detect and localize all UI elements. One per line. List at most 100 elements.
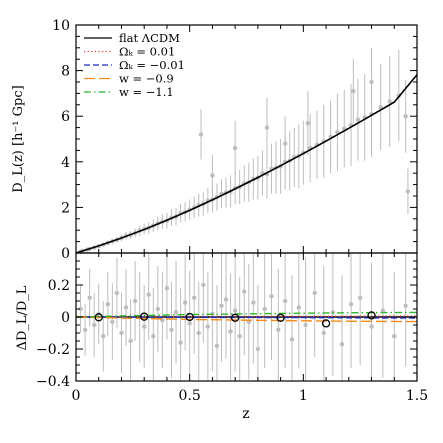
residual-point (201, 282, 206, 288)
residual-point (128, 338, 133, 344)
residual-point (87, 295, 92, 300)
residual-point (262, 306, 267, 312)
residual-point (237, 334, 242, 339)
residual-point (392, 334, 397, 339)
distance-outlier (351, 88, 356, 94)
residual-point (142, 324, 147, 329)
binned-marker (230, 313, 240, 322)
residual-point (369, 324, 374, 329)
x-tick-label: 1 (299, 388, 308, 404)
legend-label: w = −1.1 (119, 85, 174, 99)
y-tick-label: 4 (61, 155, 70, 171)
y-tick-label: 2 (61, 200, 70, 216)
residual-point (330, 310, 336, 315)
x-tick-label: 1.5 (406, 388, 428, 404)
distance-outlier-points (198, 47, 408, 196)
residual-point (169, 327, 174, 332)
binned-marker (276, 313, 285, 322)
y-tick-label: 0 (61, 310, 70, 326)
legend-label: flat ΛCDM (119, 31, 180, 45)
residual-point (228, 329, 233, 334)
x-tick-labels: 0 0.5 1 1.5 (72, 388, 429, 404)
residual-point (132, 298, 138, 304)
distance-y-tick-labels: 0 2 4 6 8 10 (52, 18, 70, 262)
binned-marker (140, 312, 149, 321)
residual-point (219, 303, 224, 308)
distance-point (405, 189, 411, 194)
distance-outlier (282, 141, 288, 146)
residual-point (178, 340, 183, 345)
residual-point (232, 308, 238, 313)
y-tick-label: −0.2 (36, 342, 70, 358)
residual-point (182, 300, 188, 305)
residual-point (214, 343, 220, 348)
residual-point (282, 298, 288, 304)
residual-point (339, 342, 345, 347)
distance-point (378, 104, 383, 110)
residual-point (155, 306, 161, 312)
flat-lcdm-curve (75, 74, 418, 254)
residual-point (114, 290, 120, 296)
residual-point (91, 322, 97, 328)
residual-point (146, 292, 151, 297)
distance-point (387, 99, 392, 104)
residual-y-tick-labels: −0.4 −0.2 0 0.2 (36, 278, 70, 390)
residual-point (164, 286, 170, 291)
residual-point (105, 302, 111, 307)
residual-point (223, 297, 229, 302)
distance-outlier (210, 173, 215, 178)
residual-point (196, 330, 201, 336)
x-tick-label: 0.5 (179, 388, 201, 404)
residual-point (348, 302, 354, 307)
legend-label: Ωₖ = 0.01 (119, 45, 175, 59)
residual-y-axis-label: ΔD_L/D_L (15, 285, 30, 350)
distance-outlier (305, 120, 311, 126)
binned-marker (185, 312, 194, 322)
residual-point (205, 324, 211, 329)
residual-model-curve (75, 311, 418, 318)
residual-point (123, 305, 129, 310)
residual-point (289, 337, 295, 342)
residual-point (403, 303, 408, 308)
y-tick-label: 0.2 (48, 278, 70, 294)
residual-point (321, 330, 326, 336)
distance-panel-ticks (76, 25, 417, 253)
residual-point (119, 330, 124, 336)
y-tick-label: 0 (61, 246, 70, 262)
residual-point (173, 310, 179, 315)
residual-point (151, 334, 156, 339)
distance-point (355, 117, 361, 122)
residual-point (276, 327, 281, 332)
residual-point (82, 327, 88, 332)
residual-point (296, 305, 301, 310)
y-tick-label: 8 (61, 64, 70, 80)
y-tick-label: −0.4 (36, 374, 70, 390)
residual-point (187, 321, 192, 326)
residual-point (380, 308, 386, 313)
distance-outlier (232, 145, 238, 151)
residual-panel: −0.4 −0.2 0 0.2 0 0.5 1 1.5 ΔD_L/D_L z (15, 252, 429, 422)
residual-point (251, 300, 256, 305)
legend-label: Ωₖ = −0.01 (119, 58, 185, 72)
residual-point (357, 295, 363, 300)
residual-model-curves (75, 311, 418, 323)
distance-outlier (198, 132, 204, 137)
distance-outlier (403, 114, 408, 119)
legend-label: w = −0.9 (119, 72, 174, 86)
x-tick-label: 0 (72, 388, 81, 404)
residual-point (110, 319, 115, 324)
distance-outlier (369, 79, 374, 85)
binned-marker (367, 311, 376, 320)
binned-residual-markers (94, 311, 376, 328)
residual-point (101, 334, 106, 339)
distance-outlier (264, 125, 270, 130)
residual-panel-ticks (76, 252, 417, 381)
distance-y-axis-label: D_L(z) [h⁻¹ Gpc] (11, 85, 26, 192)
binned-marker (321, 319, 331, 328)
residual-model-curve (75, 316, 418, 323)
y-tick-label: 6 (61, 109, 70, 125)
residual-point (312, 290, 317, 296)
